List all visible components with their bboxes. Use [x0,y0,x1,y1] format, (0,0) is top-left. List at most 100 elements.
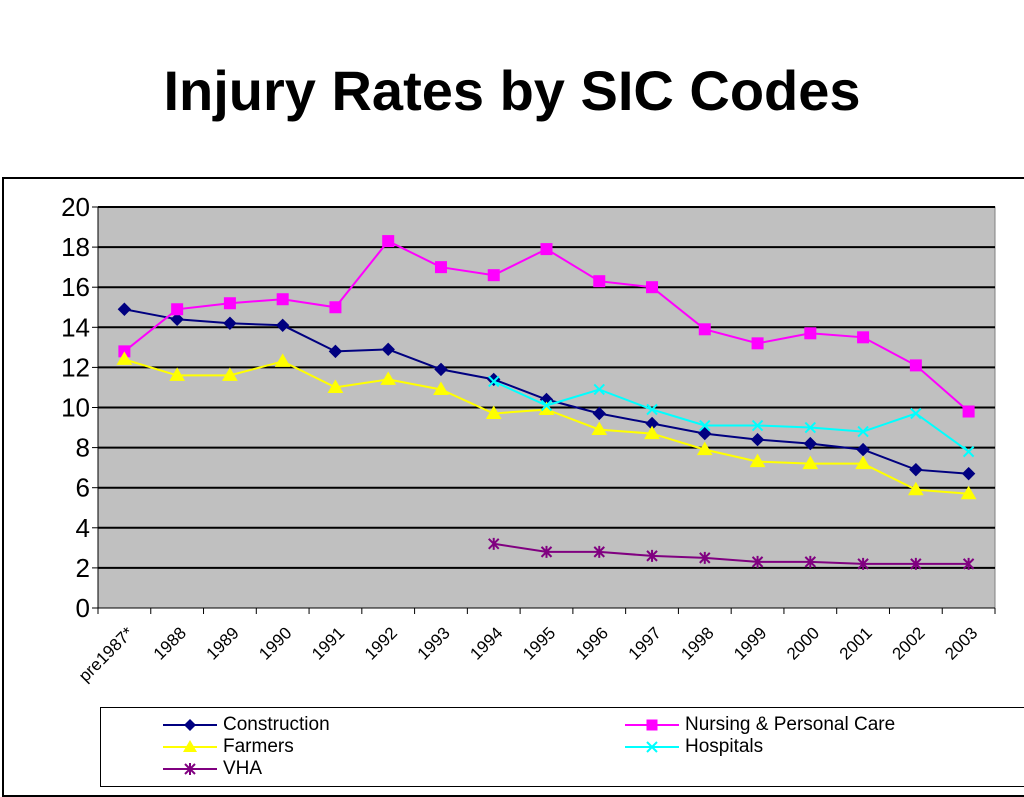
x-tick-label: 1994 [466,623,506,663]
x-tick-label: 1988 [150,623,190,663]
data-point-nursing-personal-care [593,275,606,288]
x-tick-label: pre1987* [75,623,138,686]
x-tick-label: 1996 [572,623,612,663]
legend-label: Hospitals [685,736,764,757]
data-point-farmers [327,379,344,393]
data-point-construction [961,466,976,481]
data-point-nursing-personal-care [171,303,184,316]
data-point-vha [593,545,605,558]
x-tick-label: 1995 [519,623,559,663]
data-point-nursing-personal-care [909,359,922,372]
data-point-vha [910,557,922,570]
x-tick-label: 1989 [203,623,243,663]
data-point-construction [275,318,290,333]
data-point-construction [381,342,395,357]
legend-item-construction: Construction [161,714,330,735]
data-point-farmers [960,485,977,500]
data-point-nursing-personal-care [276,293,289,306]
data-point-construction [117,302,132,316]
y-tick-label: 8 [76,433,90,463]
data-point-construction [328,344,343,359]
data-point-construction [698,426,712,441]
data-point-construction [170,312,184,326]
y-tick-label: 10 [61,393,90,423]
y-tick-label: 2 [76,553,90,583]
data-point-farmers [116,351,133,365]
legend-item-farmers: Farmers [161,736,294,757]
data-point-vha [540,545,553,558]
slide-title: Injury Rates by SIC Codes [163,59,861,122]
series-line-vha [493,542,969,565]
legend-swatch [163,740,217,752]
data-point-hospitals [699,419,711,432]
data-point-nursing-personal-care [329,301,342,314]
data-point-hospitals [751,419,764,432]
data-point-nursing-personal-care [487,269,500,282]
data-point-hospitals [804,421,817,434]
y-tick-label: 14 [61,312,90,342]
data-point-farmers [222,367,238,381]
data-point-construction [909,462,923,477]
data-point-vha [646,549,658,562]
data-point-nursing-personal-care [751,337,764,350]
data-point-nursing-personal-care [804,327,817,340]
y-tick-label: 20 [61,192,90,222]
x-tick-label: 2000 [783,623,823,663]
data-point-vha [699,551,711,564]
data-point-construction [223,316,237,330]
x-tick-label: 1998 [677,623,717,663]
data-point-hospitals [962,445,975,458]
legend-swatch [163,763,217,775]
legend-swatch [625,719,679,731]
y-tick-label: 12 [61,352,90,382]
data-point-farmers [696,441,713,456]
data-point-farmers [485,405,502,420]
y-tick-label: 18 [61,232,90,262]
legend-label: Construction [223,714,330,735]
data-point-hospitals [910,407,922,420]
data-point-nursing-personal-care [646,281,659,294]
data-point-hospitals [646,403,658,416]
legend-swatch [163,719,217,731]
data-point-farmers [644,425,660,440]
data-point-farmers [169,367,186,381]
legend-item-hospitals: Hospitals [623,736,764,757]
data-point-farmers [907,481,924,496]
y-tick-label: 0 [76,593,90,623]
data-point-nursing-personal-care [434,261,447,274]
series-line-hospitals [493,380,970,453]
data-point-farmers [855,455,871,470]
data-point-nursing-personal-care [857,331,870,344]
data-point-hospitals [540,399,553,412]
legend-label: VHA [223,758,263,779]
data-point-vha [488,537,500,550]
data-point-vha [857,557,869,570]
data-point-construction [856,442,870,457]
data-point-vha [804,555,817,568]
chart-legend: Construction Nursing & Personal Care Farme… [100,707,1024,787]
chart-frame: 0 2 4 6 8 10 12 14 16 18 20 pre1987* 1988 1989 1990 199… [2,177,1024,797]
y-tick-label: 16 [61,272,90,302]
y-tick-label: 6 [76,473,90,503]
data-point-hospitals [593,383,605,396]
legend-label: Nursing & Personal Care [685,714,896,735]
data-point-construction [803,436,818,451]
data-point-nursing-personal-care [540,243,553,256]
x-tick-label: 1993 [414,623,454,663]
data-point-farmers [274,353,291,367]
x-tick-label: 1991 [308,623,348,663]
data-point-vha [962,557,975,570]
x-tick-label: 2003 [941,623,981,663]
data-point-farmers [591,421,608,436]
y-tick-label: 4 [76,513,90,543]
data-point-vha [751,555,764,568]
data-point-hospitals [488,375,500,388]
x-tick-label: 2002 [888,623,928,663]
data-point-nursing-personal-care [962,405,975,418]
data-point-construction [750,432,765,447]
legend-label: Farmers [223,736,294,757]
x-tick-label: 1990 [255,623,295,663]
x-tick-label: 1999 [730,623,770,663]
x-tick-label: 1997 [625,623,665,663]
data-point-farmers [749,453,766,468]
